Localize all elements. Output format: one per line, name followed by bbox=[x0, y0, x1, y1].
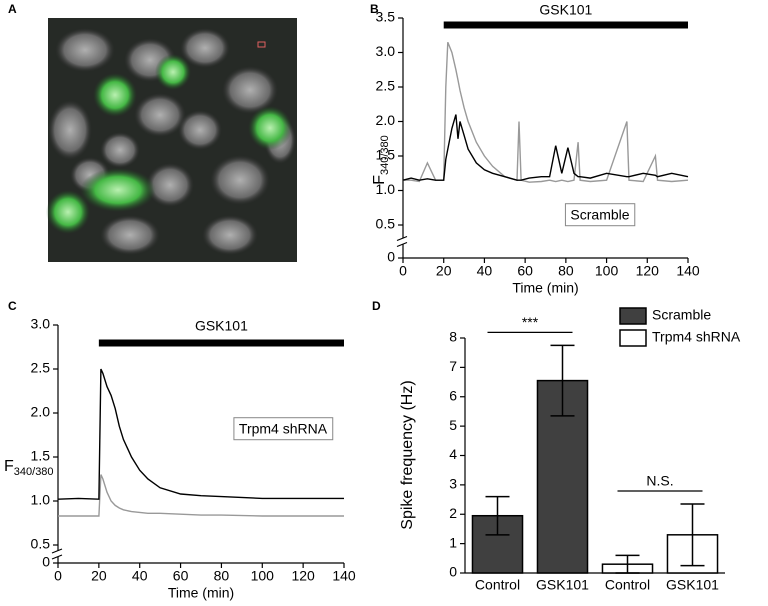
condition-box bbox=[233, 417, 334, 441]
y-axis-label-sub: 340/380 bbox=[14, 466, 54, 478]
y-tick-label: 1.0 bbox=[31, 492, 51, 508]
significance-label: N.S. bbox=[646, 473, 673, 489]
y-tick-label: 4 bbox=[449, 446, 457, 462]
y-tick-label: 1 bbox=[449, 534, 457, 550]
axis-break bbox=[51, 554, 63, 560]
x-tick-label: 80 bbox=[558, 263, 574, 279]
y-tick-label: 1.5 bbox=[31, 448, 51, 464]
x-tick-label: 100 bbox=[595, 263, 619, 279]
y-tick-label: 5 bbox=[449, 417, 457, 433]
y-axis-label-main: F bbox=[4, 458, 14, 475]
x-axis-label: Time (min) bbox=[512, 280, 578, 296]
x-tick-label: 140 bbox=[332, 568, 356, 584]
y-tick-label: 2.5 bbox=[31, 360, 51, 376]
axis-break-gap bbox=[52, 551, 64, 557]
panel-label: C bbox=[8, 299, 17, 313]
error-bar bbox=[485, 495, 510, 536]
x-tick-label: 40 bbox=[132, 568, 148, 584]
y-tick-label: 2 bbox=[449, 505, 457, 521]
micrograph bbox=[46, 18, 297, 262]
x-tick-label: 60 bbox=[517, 263, 533, 279]
trace bbox=[57, 368, 344, 500]
x-tick-label: 20 bbox=[91, 568, 107, 584]
axis-break bbox=[396, 235, 408, 242]
condition-label: Trpm4 shRNA bbox=[239, 421, 328, 437]
significance-label: *** bbox=[522, 314, 539, 330]
y-axis-label: F340/380 bbox=[4, 458, 54, 478]
y-tick-label: 3.0 bbox=[376, 43, 396, 59]
x-tick-label: 20 bbox=[436, 263, 452, 279]
panel-label: D bbox=[372, 299, 381, 313]
y-tick-label: 2.0 bbox=[31, 404, 51, 420]
x-tick-label: 0 bbox=[399, 263, 407, 279]
treatment-label: GSK101 bbox=[195, 318, 248, 334]
x-tick-label: 80 bbox=[214, 568, 230, 584]
y-tick-label: 0 bbox=[449, 564, 457, 580]
trace bbox=[402, 114, 689, 181]
y-tick-label: 3.5 bbox=[376, 9, 396, 25]
axis-break bbox=[51, 548, 63, 554]
y-tick-label: 0 bbox=[387, 249, 395, 265]
x-tick-label: GSK101 bbox=[666, 577, 719, 593]
y-tick-label: 3.0 bbox=[31, 316, 51, 332]
panel-label: A bbox=[8, 2, 17, 16]
trace bbox=[403, 41, 689, 183]
y-axis-label: Spike frequency (Hz) bbox=[399, 380, 416, 529]
error-bar bbox=[550, 344, 575, 417]
y-tick-label: 8 bbox=[449, 329, 457, 345]
axis-break-gap bbox=[397, 238, 409, 245]
axis-break bbox=[396, 241, 408, 248]
y-tick-label: 2.5 bbox=[376, 78, 396, 94]
x-axis-label: Time (min) bbox=[168, 585, 234, 601]
error-bar bbox=[680, 503, 705, 567]
y-tick-label: 2.0 bbox=[376, 112, 396, 128]
error-bar bbox=[615, 554, 640, 574]
x-tick-label: 120 bbox=[291, 568, 315, 584]
y-axis-label-main: F bbox=[371, 175, 388, 185]
x-tick-label: 40 bbox=[477, 263, 493, 279]
panel-label: B bbox=[370, 2, 379, 16]
y-tick-label: 0 bbox=[42, 554, 50, 570]
condition-label: Scramble bbox=[570, 207, 629, 223]
x-tick-label: Control bbox=[475, 577, 520, 593]
legend-swatch bbox=[619, 329, 647, 347]
y-tick-label: 0.5 bbox=[376, 216, 396, 232]
x-tick-label: 60 bbox=[173, 568, 189, 584]
y-tick-label: 0.5 bbox=[31, 536, 51, 552]
y-axis-label-sub: 340/380 bbox=[379, 135, 391, 175]
x-tick-label: 100 bbox=[251, 568, 275, 584]
y-tick-label: 6 bbox=[449, 387, 457, 403]
condition-box bbox=[564, 203, 636, 227]
treatment-label: GSK101 bbox=[539, 2, 592, 18]
x-tick-label: GSK101 bbox=[536, 577, 589, 593]
y-tick-label: 3 bbox=[449, 476, 457, 492]
legend-label: Trpm4 shRNA bbox=[652, 329, 741, 345]
y-axis-label: F340/380 bbox=[371, 135, 391, 185]
y-tick-label: 7 bbox=[449, 358, 457, 374]
legend-label: Scramble bbox=[652, 307, 711, 323]
x-tick-label: Control bbox=[605, 577, 650, 593]
y-tick-label: 1.5 bbox=[376, 147, 396, 163]
y-tick-label: 1.0 bbox=[376, 181, 396, 197]
x-tick-label: 140 bbox=[676, 263, 700, 279]
x-tick-label: 120 bbox=[636, 263, 660, 279]
x-tick-label: 0 bbox=[54, 568, 62, 584]
trace bbox=[58, 474, 344, 517]
legend-swatch bbox=[619, 307, 647, 325]
